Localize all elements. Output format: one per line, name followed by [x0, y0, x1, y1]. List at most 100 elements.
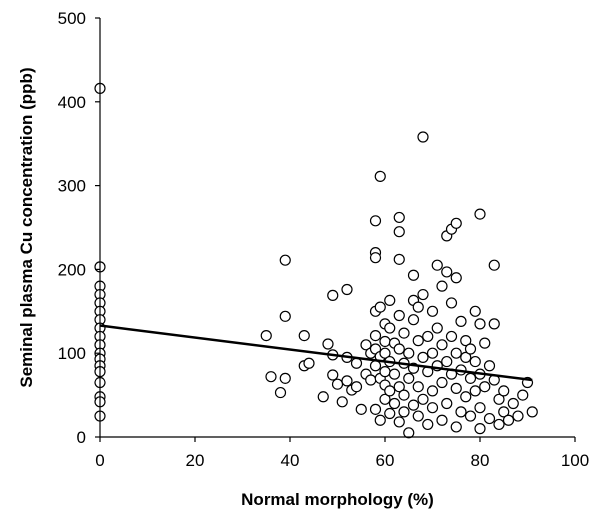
data-point: [436, 280, 448, 292]
data-point: [398, 406, 410, 418]
data-point: [393, 226, 405, 238]
data-point: [445, 330, 458, 343]
data-point: [412, 381, 424, 393]
data-point: [350, 357, 363, 369]
data-point: [369, 252, 382, 264]
data-point: [464, 343, 477, 355]
data-point: [498, 406, 510, 418]
data-point: [393, 416, 405, 428]
data-point: [483, 360, 496, 372]
data-point: [388, 368, 401, 380]
data-point: [412, 301, 424, 313]
data-point: [393, 309, 405, 322]
y-tick-label: 300: [58, 177, 86, 196]
data-point: [479, 337, 491, 349]
data-point: [403, 372, 415, 384]
data-point: [483, 412, 496, 425]
data-point: [469, 305, 481, 317]
data-point: [327, 289, 339, 301]
data-point: [450, 382, 462, 394]
data-point: [469, 385, 481, 397]
x-tick-label: 80: [471, 451, 490, 470]
data-point: [341, 283, 353, 296]
data-point: [417, 393, 429, 405]
data-point: [426, 402, 439, 414]
data-point: [460, 335, 472, 347]
data-point: [379, 366, 391, 378]
data-point: [450, 217, 462, 229]
data-point: [327, 369, 339, 381]
data-point: [279, 254, 291, 266]
y-tick-label: 0: [77, 428, 86, 447]
data-point: [517, 389, 529, 401]
data-point: [265, 371, 277, 383]
data-point: [398, 327, 410, 339]
data-point: [403, 347, 415, 359]
data-point: [493, 418, 505, 431]
data-point: [322, 338, 334, 350]
data-point: [450, 347, 462, 359]
data-point: [422, 330, 434, 343]
data-point: [455, 315, 467, 327]
data-point: [365, 374, 377, 386]
data-point: [374, 414, 386, 426]
data-point: [331, 378, 344, 390]
x-ticks-layer: 0 20 40 60 80 100: [95, 437, 589, 470]
data-point: [460, 391, 472, 403]
data-point: [422, 418, 434, 431]
data-point: [436, 376, 448, 389]
points-layer: [94, 82, 538, 439]
data-point: [298, 330, 310, 342]
data-point: [488, 259, 500, 271]
data-point: [374, 170, 386, 182]
data-point: [474, 402, 486, 414]
data-point: [493, 393, 505, 405]
x-tick-label: 60: [376, 451, 395, 470]
data-point: [350, 381, 363, 393]
data-point: [431, 259, 443, 271]
data-point: [279, 372, 291, 384]
data-point: [388, 397, 401, 410]
data-point: [379, 335, 391, 348]
data-point: [412, 335, 424, 347]
data-point: [474, 208, 486, 220]
data-point: [426, 305, 439, 317]
data-point: [341, 375, 353, 387]
x-tick-label: 20: [186, 451, 205, 470]
data-point: [355, 403, 367, 415]
data-point: [393, 343, 405, 355]
data-point: [417, 351, 429, 363]
data-point: [441, 397, 453, 410]
data-point: [407, 399, 420, 411]
y-tick-label: 400: [58, 93, 86, 112]
data-point: [407, 314, 420, 326]
y-tick-label: 500: [58, 9, 86, 28]
data-point: [445, 297, 458, 309]
data-point: [474, 318, 486, 330]
data-point: [379, 347, 391, 359]
data-point: [502, 414, 515, 426]
data-point: [450, 421, 462, 433]
data-point: [384, 294, 396, 307]
data-point: [507, 397, 519, 410]
data-point: [369, 215, 382, 227]
data-point: [336, 396, 348, 408]
data-point: [274, 386, 287, 399]
data-point: [403, 427, 415, 439]
y-tick-label: 200: [58, 260, 86, 279]
data-point: [441, 266, 453, 278]
data-point: [384, 322, 396, 334]
data-point: [441, 355, 453, 368]
data-point: [407, 269, 420, 281]
data-point: [303, 357, 315, 369]
data-point: [374, 301, 386, 313]
data-point: [474, 423, 486, 435]
data-point: [436, 339, 448, 351]
data-point: [412, 410, 424, 422]
data-point: [279, 310, 291, 322]
data-point: [436, 414, 448, 426]
data-point: [426, 385, 439, 397]
data-point: [369, 330, 382, 342]
data-point: [455, 406, 467, 418]
